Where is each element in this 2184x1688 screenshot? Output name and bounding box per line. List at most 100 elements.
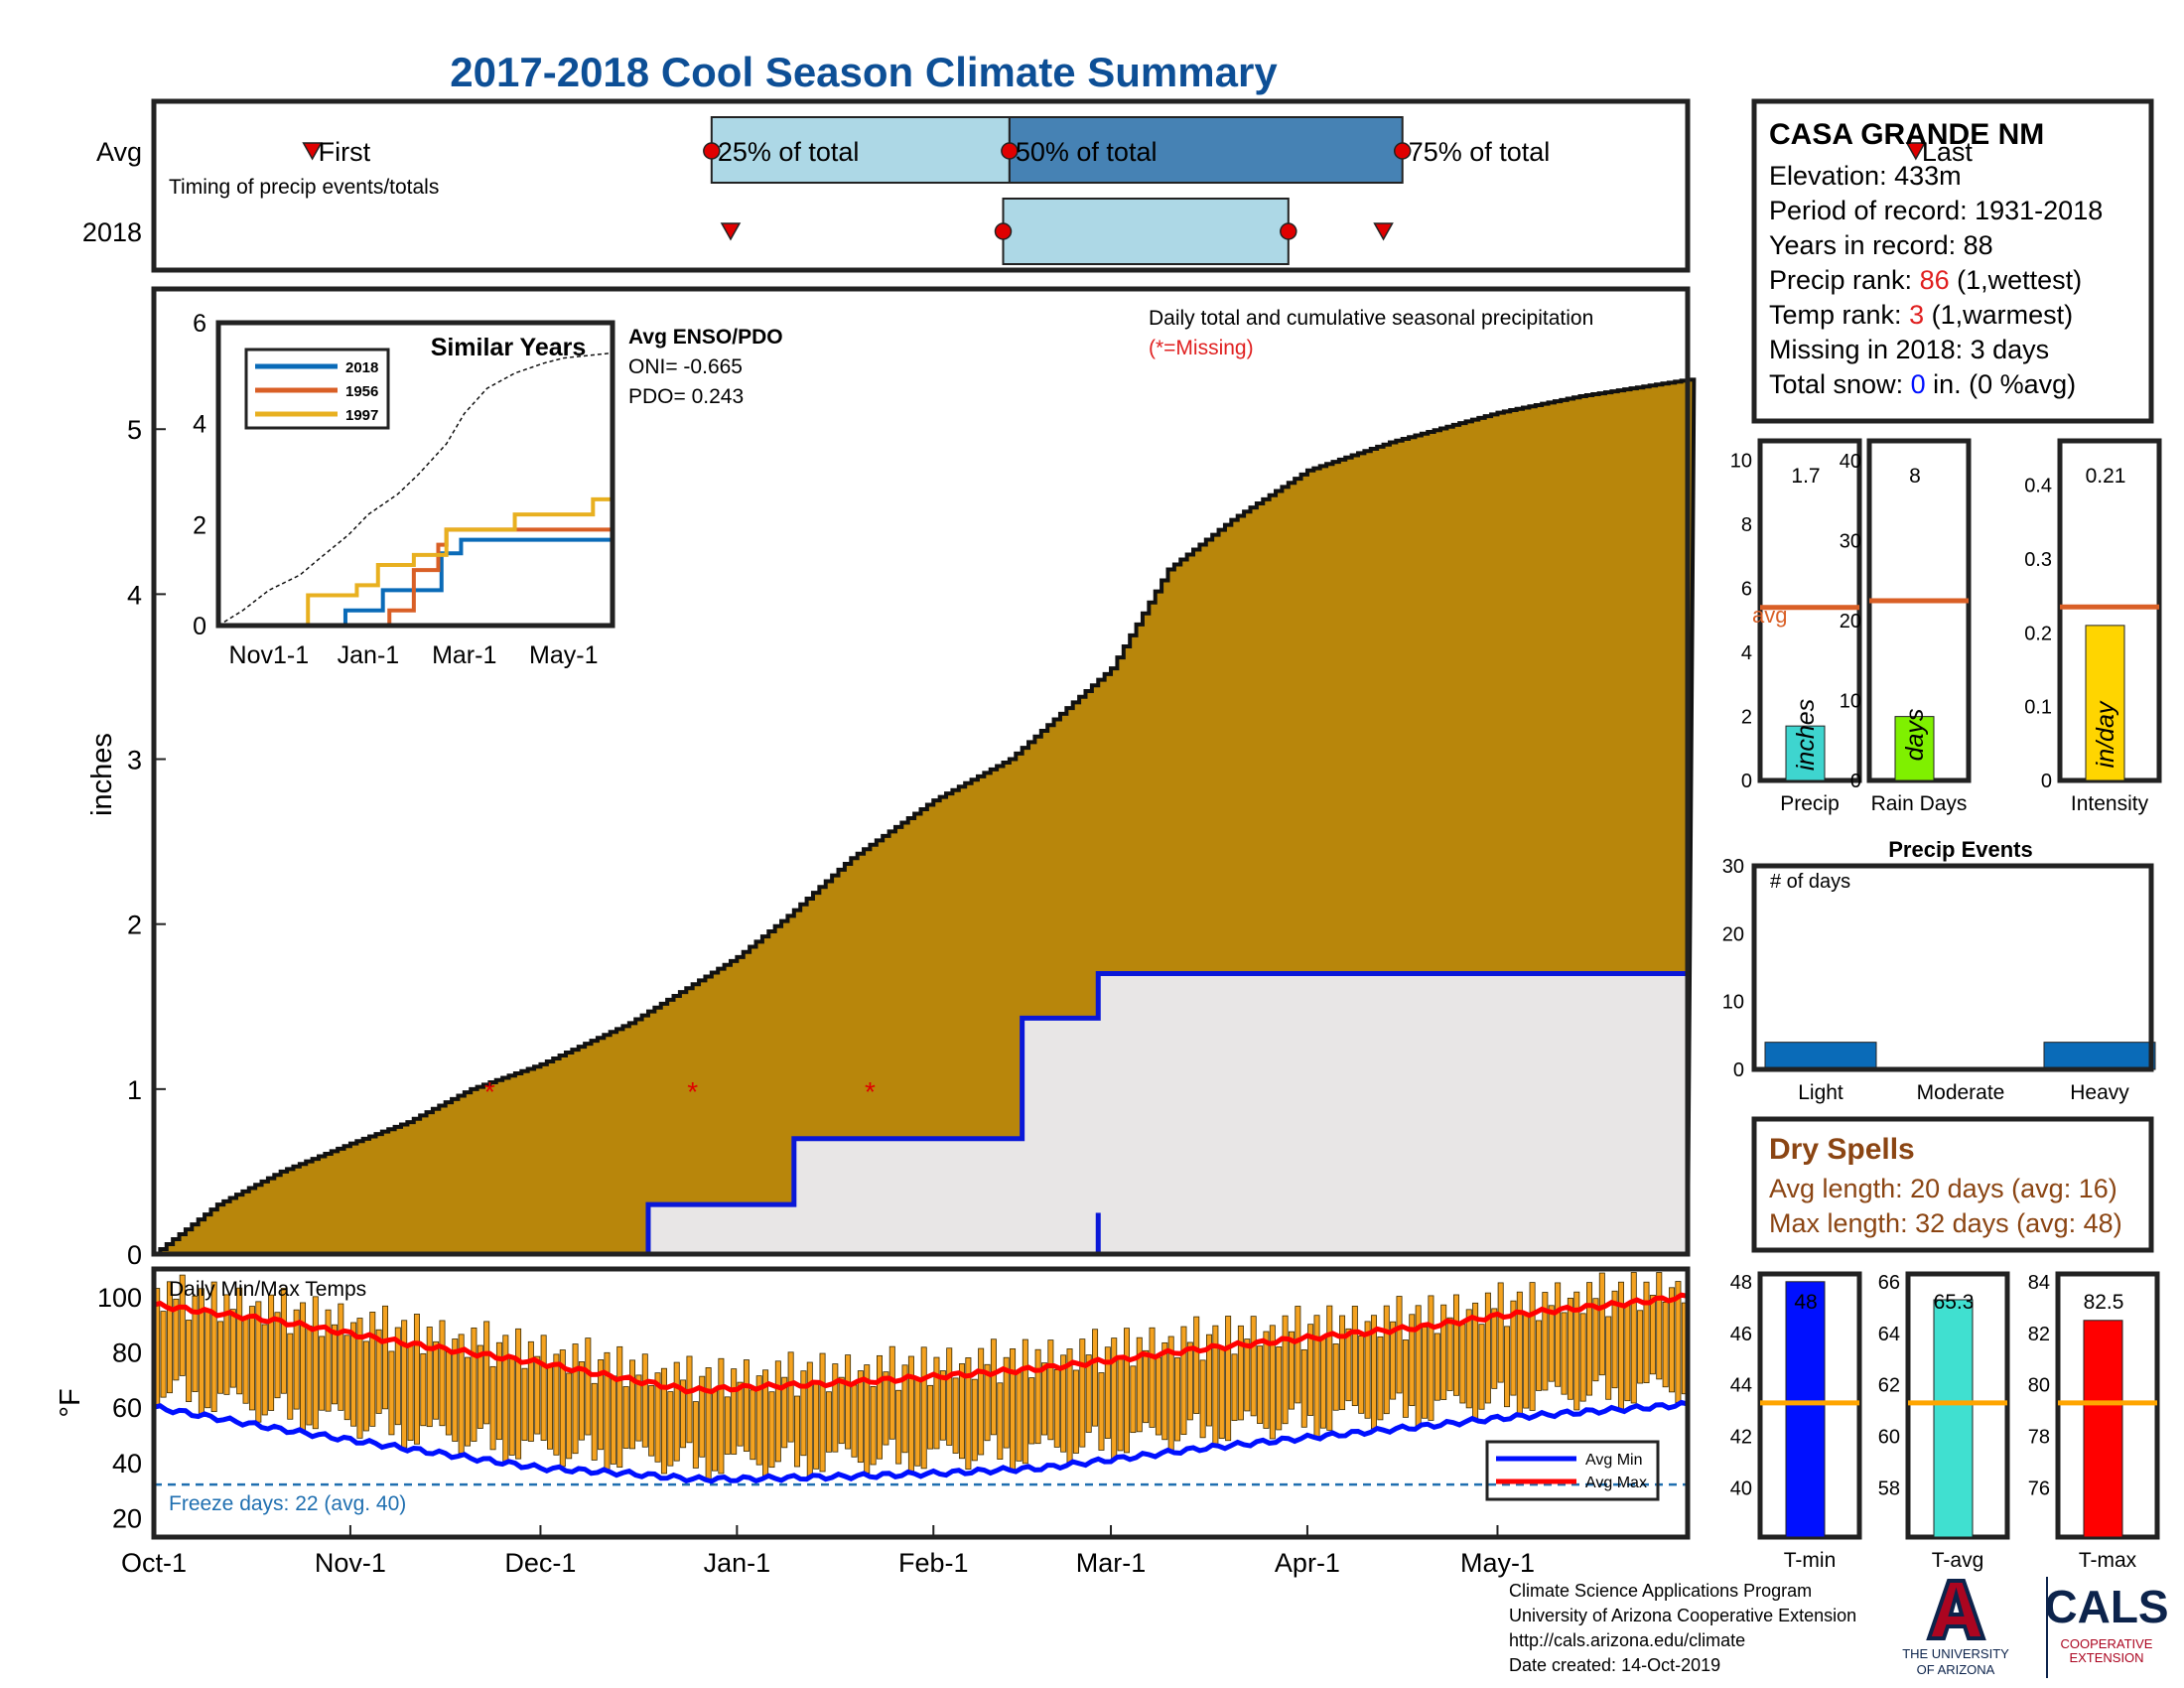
temp-day-bar [280,1288,287,1394]
cumulative-2018-fill [154,973,1688,1254]
station-precip-rank: Precip rank: 86 (1,wettest) [1769,265,2082,295]
temp-day-bar [1586,1282,1593,1396]
cals-logo-text: CALS [2044,1581,2168,1632]
station-missing: Missing in 2018: 3 days [1769,335,2049,364]
inset-avg-line [217,352,614,627]
inset-x-tick-1: Jan-1 [338,641,400,669]
temp-total-bar-0 [1785,1281,1826,1538]
temp-day-bar [750,1389,756,1461]
temp-day-bar [781,1376,788,1449]
temp-day-bar [920,1346,927,1470]
temp-day-bar [1459,1324,1466,1404]
precip-y-tick-2: 2 [127,911,142,940]
totals-bar-0 [1785,725,1826,781]
temp-day-bar [813,1383,820,1470]
enso-pdo: PDO= 0.243 [628,385,744,408]
temp-day-bar [173,1298,180,1381]
x-tick-7: May-1 [1460,1548,1535,1578]
freeze-days-label: Freeze days: 22 (avg. 40) [169,1492,406,1515]
temps-legend-box [1485,1440,1660,1501]
temp-day-bar [338,1303,344,1411]
temp-day-bar [1504,1326,1511,1408]
temp-day-bar [851,1384,858,1458]
temp-day-bar [540,1335,547,1441]
totals-avg-label: avg [1752,603,1787,628]
x-tick-4: Feb-1 [898,1548,969,1578]
station-temp-rank: Temp rank: 3 (1,warmest) [1769,300,2073,330]
temp-day-bar [1174,1357,1181,1442]
avg-last-marker [1905,142,1927,161]
temp-day-bar [1662,1302,1669,1388]
temp-day-bar [1643,1281,1650,1383]
temp-day-bar [857,1370,864,1464]
temp-day-bar [825,1391,832,1453]
temp-y-tick-0: 20 [112,1504,142,1534]
temp-day-bar [274,1312,281,1399]
temp-day-bar [755,1375,762,1466]
temp-day-bar [217,1321,224,1394]
temp-day-bar [319,1336,326,1411]
temp-day-bar [527,1340,534,1442]
temp-day-bar [483,1321,490,1425]
temp-day-bar [1484,1292,1491,1404]
temp-day-bar [901,1364,908,1454]
temp-day-bar [724,1396,731,1455]
temp-y-tick-3: 80 [112,1338,142,1368]
y2018-25-marker [994,222,1013,240]
temp-day-bar [1345,1328,1352,1402]
temps-legend: Avg Min Avg Max [1485,1440,1660,1501]
inset-legend-label-2018: 2018 [345,359,378,376]
temp-day-bar [680,1379,687,1449]
temp-day-bar [566,1372,573,1460]
temp-day-bar [534,1355,541,1435]
temp-day-bar [1250,1316,1257,1417]
totals-y-tick-2-3: 0.3 [2024,549,2052,571]
avg-box-50-75 [1008,116,1404,184]
temp-day-bar [439,1320,446,1427]
totals-frame-intensity [2057,438,2162,783]
temp-total-y-tick-0-0: 40 [1730,1478,1752,1500]
temp-day-bar [819,1352,826,1473]
temperature-totals-charts: 48 40 42 44 46 48 T-min 65.3 58 60 62 64 66 T-avg 82.5… [1730,1271,2160,1572]
temp-day-bar [1630,1272,1637,1404]
inset-legend-label-1997: 1997 [345,407,378,424]
temp-day-bar [1555,1282,1562,1387]
temp-day-bar [306,1325,313,1426]
temp-day-bar [452,1338,459,1442]
timing-label-p25: 25% of total [718,137,860,167]
temp-day-bar [1085,1354,1092,1433]
similar-years-legend [244,348,390,430]
temp-day-bar [1218,1346,1225,1440]
temp-day-bar [1028,1377,1035,1445]
temp-day-bar [1351,1306,1358,1407]
temp-day-bar [1060,1354,1067,1453]
footer-line-4: Date created: 14-Oct-2019 [1509,1655,1720,1675]
temp-day-bar [1143,1349,1150,1424]
temp-y-tick-4: 100 [97,1283,142,1313]
daily-temps-chart: 20 40 60 80 100 [97,1272,1689,1534]
temp-day-bar [521,1367,528,1441]
temp-day-bar [343,1335,350,1421]
precip-events-annotation: # of days [1770,871,1850,893]
temp-day-bar [1130,1365,1137,1434]
event-bar-heavy [2043,1042,2156,1070]
inset-y-tick-1: 2 [193,511,206,539]
temp-day-bar [1244,1338,1251,1412]
y2018-box-25-75 [1002,198,1290,265]
temp-day-bar [660,1367,667,1475]
temp-day-bar [1656,1272,1663,1380]
temp-day-bar [268,1294,275,1411]
cals-logo-sub-1: COOPERATIVE [2061,1636,2153,1651]
totals-unit-0: inches [1792,699,1820,771]
avg-max-line [153,1292,1689,1395]
temp-total-y-tick-2-3: 82 [2028,1324,2050,1345]
totals-category-2: Intensity [2071,792,2149,815]
inset-frame [215,320,615,629]
temp-day-bar [1041,1362,1047,1436]
temp-day-bar [477,1344,483,1429]
temps-y-label: °F [55,1388,86,1417]
events-y-tick-2: 20 [1722,923,1744,945]
precip-y-tick-4: 4 [127,580,142,610]
totals-category-1: Rain Days [1871,792,1968,815]
